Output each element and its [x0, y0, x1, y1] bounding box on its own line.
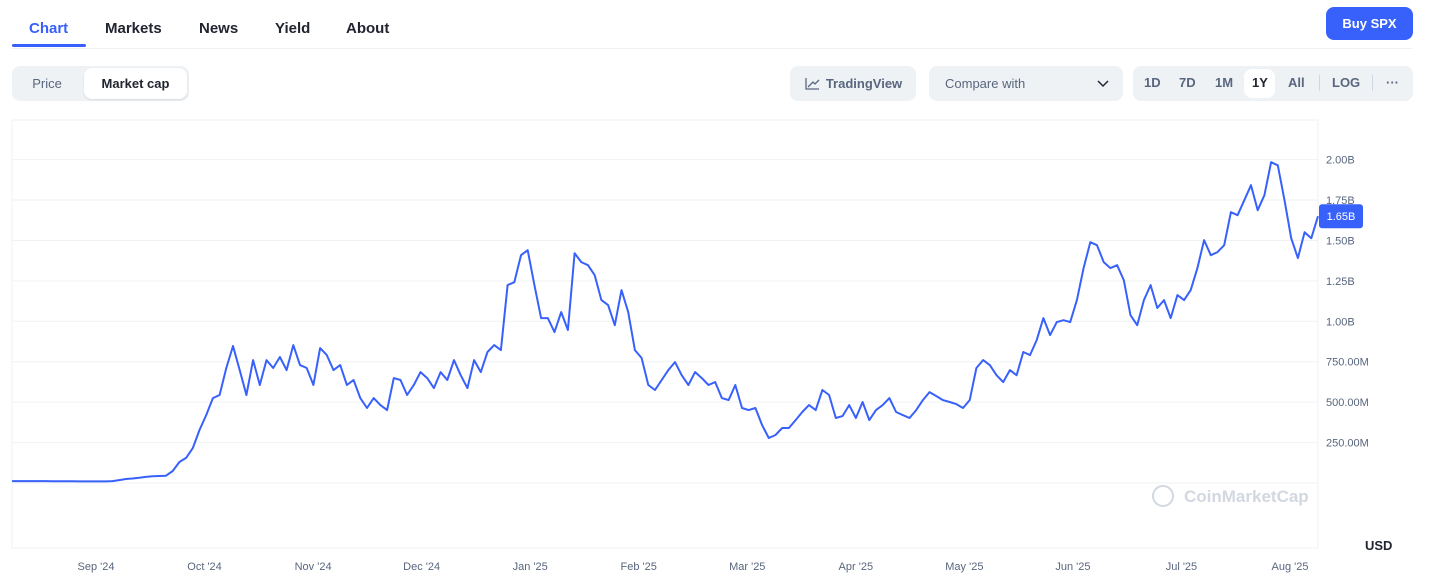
toggle-option[interactable]: Price	[32, 76, 62, 91]
x-tick-label: Jun '25	[1055, 561, 1090, 573]
watermark-text: CoinMarketCap	[1184, 487, 1309, 506]
range-active	[1244, 69, 1275, 98]
tab[interactable]: Chart	[29, 20, 69, 37]
separator	[1372, 75, 1373, 91]
tab[interactable]: Markets	[105, 20, 162, 37]
range-option[interactable]: 1Y	[1252, 75, 1268, 90]
range-option[interactable]: LOG	[1332, 75, 1361, 90]
label: TradingView	[825, 76, 903, 91]
y-tick-label: 500.00M	[1326, 397, 1369, 409]
x-tick-label: Jan '25	[513, 561, 548, 573]
x-tick-label: Sep '24	[78, 561, 115, 573]
range-option[interactable]: 1D	[1144, 75, 1161, 90]
y-tick-label: 1.50B	[1326, 235, 1355, 247]
x-tick-label: Aug '25	[1272, 561, 1309, 573]
toggle-option[interactable]: Market cap	[84, 68, 187, 99]
buy-button[interactable]: Buy SPX	[1326, 7, 1413, 40]
tab[interactable]: News	[199, 20, 239, 37]
label: Compare with	[945, 76, 1026, 91]
range-option[interactable]: All	[1288, 75, 1305, 90]
y-tick-label: 2.00B	[1326, 155, 1355, 167]
tab-underline	[12, 44, 86, 47]
y-tick-label: 750.00M	[1326, 357, 1369, 369]
x-tick-label: Dec '24	[403, 561, 440, 573]
watermark: CoinMarketCap	[1152, 485, 1309, 507]
x-tick-label: Oct '24	[187, 561, 222, 573]
chart-frame	[11, 119, 1319, 549]
compare-dropdown[interactable]: Compare with	[929, 66, 1123, 101]
y-tick-label: 1.00B	[1326, 316, 1355, 328]
range-option[interactable]: 7D	[1179, 75, 1196, 90]
x-tick-label: Mar '25	[729, 561, 765, 573]
tab[interactable]: Yield	[275, 20, 311, 37]
current-value-label: 1.65B	[1327, 211, 1356, 223]
y-tick-label: 250.00M	[1326, 438, 1369, 450]
price-line	[12, 161, 1319, 483]
range-option[interactable]: 1M	[1215, 75, 1234, 90]
tradingview-button[interactable]: TradingView	[790, 66, 916, 101]
separator	[1319, 75, 1320, 91]
currency-label: USD	[1365, 538, 1392, 553]
more-button[interactable]: ···	[1386, 75, 1399, 90]
y-tick-label: 1.75B	[1326, 195, 1355, 207]
icon	[805, 77, 820, 90]
tab[interactable]: About	[346, 20, 390, 37]
y-tick-label: 1.25B	[1326, 276, 1355, 288]
current-value-badge	[1319, 204, 1363, 229]
x-tick-label: Nov '24	[295, 561, 332, 573]
x-tick-label: Jul '25	[1166, 561, 1197, 573]
divider	[12, 48, 1412, 49]
chevron	[1097, 79, 1109, 87]
x-tick-label: Apr '25	[839, 561, 874, 573]
x-tick-label: Feb '25	[621, 561, 657, 573]
x-tick-label: May '25	[945, 561, 983, 573]
